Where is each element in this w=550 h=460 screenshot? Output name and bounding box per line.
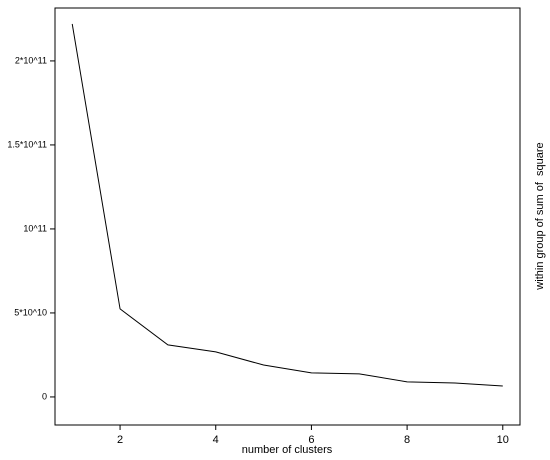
- y-tick-label: 10^11: [23, 223, 47, 233]
- x-tick-label: 8: [404, 434, 410, 446]
- x-tick-label: 6: [308, 434, 314, 446]
- y-tick-label: 1.5*10^11: [7, 139, 47, 149]
- y-tick-label: 5*10^10: [14, 307, 47, 317]
- x-tick-label: 10: [497, 434, 509, 446]
- y-axis-label: within group of sum of square: [534, 142, 546, 290]
- y-tick-label: 2*10^11: [15, 55, 47, 65]
- x-tick-label: 2: [117, 434, 123, 446]
- y-tick-label: 0: [42, 391, 47, 401]
- data-line: [71, 23, 503, 387]
- x-axis-label: number of clusters: [242, 444, 333, 456]
- x-tick-label: 4: [213, 434, 219, 446]
- plot-frame: [54, 7, 521, 426]
